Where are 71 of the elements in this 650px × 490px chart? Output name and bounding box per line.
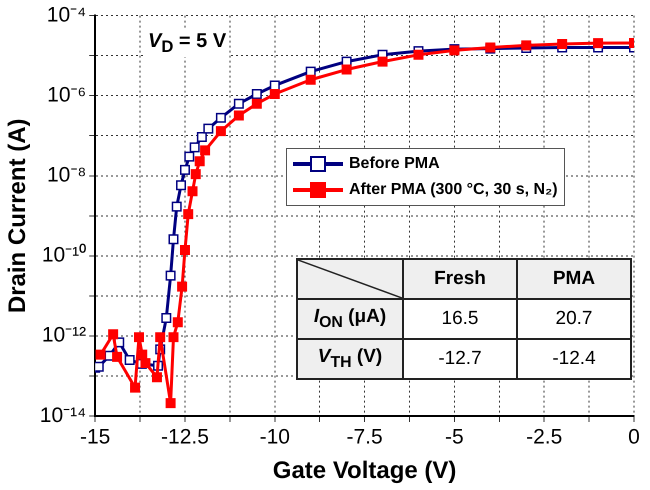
point [112,352,122,362]
point [234,110,244,120]
point [184,152,194,162]
x-axis-title: Gate Voltage (V) [272,457,456,484]
point [593,38,604,48]
point [306,74,316,85]
point [130,382,140,393]
y-tick-label: 10⁻¹⁰ [42,244,86,267]
point [152,372,162,382]
point [155,332,166,342]
point [216,126,226,136]
point [521,40,532,50]
point [203,124,214,134]
point [134,332,144,342]
point [342,64,352,75]
point [188,186,198,196]
point [378,56,388,67]
point [177,282,188,292]
point [140,358,150,368]
x-tick-label: -7.5 [346,425,383,448]
point [196,132,207,142]
x-tick-label: -12.5 [161,425,209,448]
point [252,89,262,100]
annotation: 20.7 [517,299,631,339]
point [180,164,190,175]
y-tick-label: 10⁻¹⁴ [40,404,86,427]
point [95,362,104,372]
point [172,202,182,212]
point [166,398,176,408]
point [190,169,201,180]
point [161,313,172,324]
point [190,142,200,152]
annotation: -12.7 [403,339,517,379]
point [200,145,210,156]
point [270,89,280,100]
x-tick-label: -10 [260,425,290,448]
x-tick-label: 0 [628,425,640,448]
y-axis-title: Drain Current (A) [4,118,32,314]
point [183,209,194,220]
y-tick-label: 10⁻⁴ [46,3,86,26]
x-tick-label: -5 [445,425,464,448]
legend-label: Before PMA [349,155,440,173]
annotation: V$_{TH}$ (V) [297,339,403,379]
point [216,112,226,123]
point [168,234,178,244]
point [180,244,190,255]
point [96,350,106,360]
y-tick-label: 10⁻⁶ [47,83,86,106]
annotation: 16.5 [403,299,517,339]
point [108,329,118,340]
point [124,355,135,366]
point [557,39,568,50]
point [194,156,205,166]
annotation: -12.4 [517,339,631,379]
point [137,350,148,360]
point [234,98,244,109]
annotation: V$_{D}$ = 5 V [145,30,230,57]
point [166,270,176,281]
y-tick-label: 10⁻⁸ [46,164,86,187]
annotation: I$_{ON}$ (μA) [297,299,403,339]
y-tick-label: 10⁻¹² [42,324,86,347]
legend-label: After PMA (300 °C, 30 s, N₂) [349,181,558,199]
point [168,332,178,342]
point [172,317,183,328]
point [252,98,262,109]
point [176,180,186,190]
annotation: PMA [517,259,631,299]
point [413,50,424,60]
x-tick-label: -15 [80,425,110,448]
annotation: Fresh [403,259,517,299]
x-tick-label: -2.5 [526,425,562,448]
